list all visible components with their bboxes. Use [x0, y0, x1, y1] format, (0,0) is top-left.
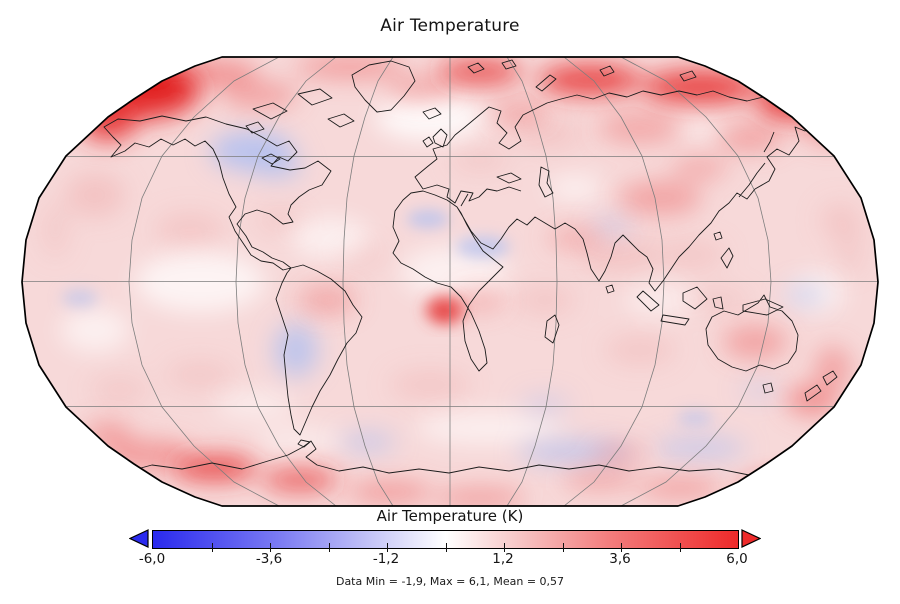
colorbar-title: Air Temperature (K) — [376, 507, 524, 525]
anomaly-neutral-white-blobs — [60, 96, 846, 452]
colorbar-right-overflow-arrow-icon — [741, 529, 761, 548]
colorbar-tick-label: -6,0 — [138, 551, 166, 567]
map-outline — [21, 56, 879, 507]
colorbar-tick — [679, 543, 681, 552]
colorbar-tick — [211, 543, 213, 552]
colorbar-tick — [562, 543, 564, 552]
data-stats-line: Data Min = -1,9, Max = 6,1, Mean = 0,57 — [335, 575, 565, 588]
colorbar-tick — [387, 543, 388, 552]
colorbar-tick-labels: -6,0 -3,6 -1,2 1,2 3,6 6,0 — [139, 551, 748, 568]
colorbar-tick — [445, 543, 447, 552]
colorbar-tick — [328, 543, 330, 552]
coastlines — [61, 59, 838, 501]
colorbar-tick-label: 6,0 — [726, 551, 748, 567]
colorbar-gradient — [152, 530, 739, 552]
graticule — [22, 57, 878, 506]
colorbar-tick-label: -3,6 — [255, 551, 283, 567]
anomaly-midpink-blobs — [41, 120, 864, 404]
colorbar-tick — [621, 543, 622, 552]
anomaly-warm-mild-blobs — [84, 57, 852, 506]
colorbar-tick-label: 3,6 — [609, 551, 631, 567]
anomaly-cool-small-blobs — [62, 210, 713, 426]
colorbar-tick-label: 1,2 — [492, 551, 514, 567]
colorbar-left-overflow-arrow-icon — [129, 529, 149, 548]
anomaly-warm-small-blobs — [425, 295, 465, 325]
colorbar-tick — [504, 543, 505, 552]
colorbar-tick-label: -1,2 — [372, 551, 400, 567]
plot-title: Air Temperature — [380, 16, 520, 36]
colorbar-tick — [270, 543, 271, 552]
